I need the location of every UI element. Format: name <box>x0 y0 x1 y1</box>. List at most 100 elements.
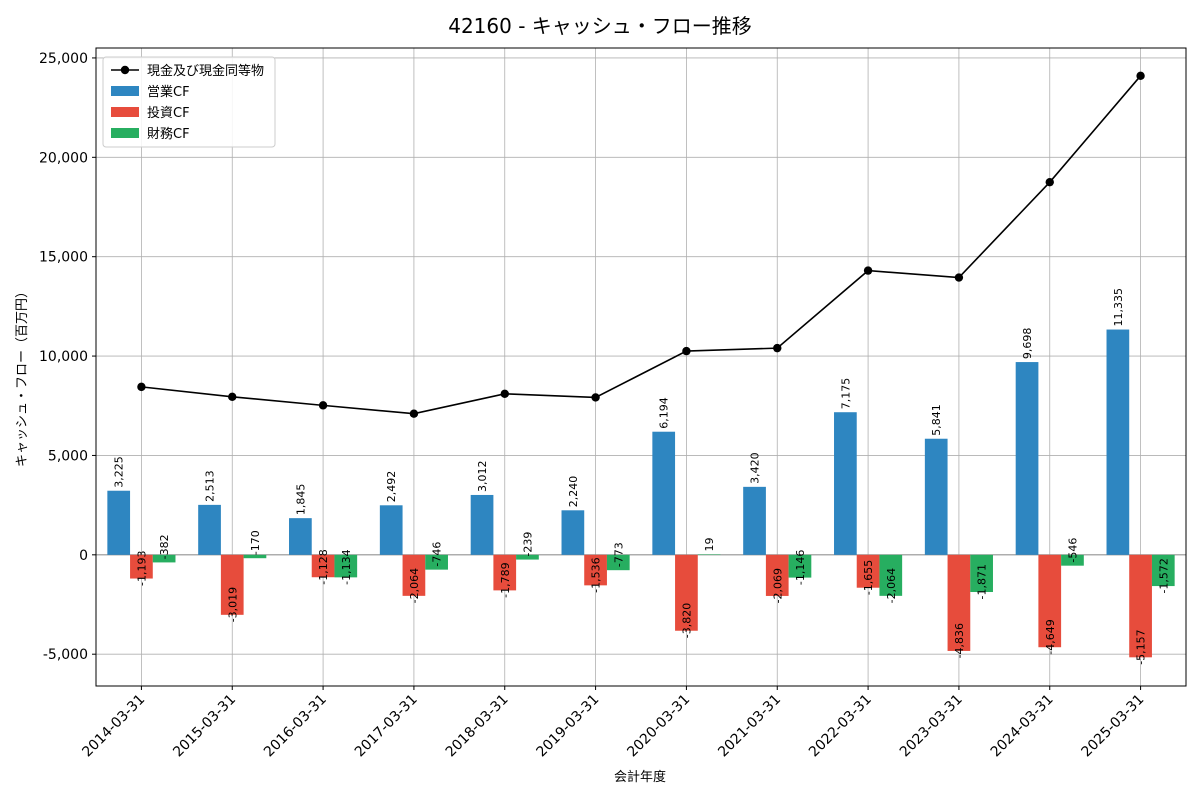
bar-投資CF-2017-03-31 <box>402 554 426 596</box>
bar-投資CF-2016-03-31 <box>311 554 335 578</box>
legend-bar-swatch <box>111 107 139 117</box>
legend-label: 財務CF <box>147 127 190 142</box>
line-point-2018-03-31 <box>500 389 509 399</box>
line-point-2017-03-31 <box>409 409 419 418</box>
legend-label: 投資CF <box>147 105 190 121</box>
line-point-2025-03-31 <box>1136 71 1145 81</box>
chart-title: 42160 - キャッシュ・フロー推移 <box>448 14 752 38</box>
y-tick-label: 0 <box>79 548 88 564</box>
bar-value-label: -4,649 <box>1044 619 1057 654</box>
bar-value-label: -1,655 <box>862 560 875 595</box>
legend-box <box>102 56 276 148</box>
bar-value-label: -1,146 <box>794 550 807 585</box>
legend-label: 営業CF <box>147 84 190 100</box>
bars-layer <box>107 329 1175 658</box>
bar-value-label: 6,194 <box>658 397 671 429</box>
bar-value-label: 5,841 <box>930 404 943 436</box>
bar-投資CF-2024-03-31 <box>1038 554 1062 648</box>
bar-value-label: -3,019 <box>226 587 239 622</box>
bar-value-label: -546 <box>1066 538 1079 563</box>
bar-value-label: -1,572 <box>1157 558 1170 593</box>
bar-営業CF-2014-03-31 <box>107 490 131 555</box>
bar-投資CF-2020-03-31 <box>675 554 698 631</box>
y-tick-label: 20,000 <box>39 150 88 166</box>
bar-value-label: -773 <box>612 542 625 567</box>
line-point-2020-03-31 <box>682 346 691 356</box>
x-axis-title: 会計年度 <box>614 769 666 785</box>
legend-bar-swatch <box>111 128 139 138</box>
bar-value-label: 2,240 <box>567 476 580 508</box>
bar-value-label: 9,698 <box>1021 328 1034 360</box>
bar-営業CF-2018-03-31 <box>470 494 494 555</box>
y-axis-title: キャッシュ・フロー（百万円） <box>15 285 30 467</box>
bar-value-label: 19 <box>703 537 716 551</box>
bar-value-label: -382 <box>158 534 171 559</box>
bar-財務CF-2017-03-31 <box>425 554 448 570</box>
y-tick-label: 5,000 <box>48 448 88 464</box>
bar-投資CF-2019-03-31 <box>584 554 607 586</box>
bar-value-label: -2,064 <box>408 568 421 603</box>
legend-label: 現金及び現金同等物 <box>147 63 264 79</box>
bar-value-label: -1,128 <box>317 549 330 584</box>
bar-営業CF-2023-03-31 <box>924 438 948 555</box>
bar-value-label: -1,871 <box>976 564 989 599</box>
y-tick-label: 15,000 <box>39 250 88 266</box>
bar-value-label: 3,012 <box>476 460 489 492</box>
y-tick-label: 25,000 <box>39 51 88 67</box>
bar-営業CF-2020-03-31 <box>652 431 676 555</box>
bar-value-label: -1,134 <box>340 549 353 584</box>
bar-value-label: -5,157 <box>1135 629 1148 664</box>
bar-財務CF-2024-03-31 <box>1061 554 1084 566</box>
bar-value-label: -2,064 <box>885 568 898 603</box>
bar-value-label: -170 <box>249 530 262 555</box>
line-現金及び現金同等物 <box>141 75 1142 415</box>
bar-value-label: -1,536 <box>590 557 603 592</box>
bar-財務CF-2023-03-31 <box>970 554 993 593</box>
bar-営業CF-2024-03-31 <box>1015 362 1039 555</box>
line-point-2022-03-31 <box>863 266 873 275</box>
y-tick-label: 10,000 <box>39 349 88 365</box>
line-point-2019-03-31 <box>591 393 600 402</box>
bar-value-label: -1,193 <box>135 551 148 586</box>
bar-投資CF-2014-03-31 <box>130 554 153 579</box>
bar-営業CF-2016-03-31 <box>289 518 312 555</box>
y-tick-label: -5,000 <box>43 647 88 663</box>
bar-value-label: 2,492 <box>385 471 398 503</box>
bar-財務CF-2025-03-31 <box>1151 554 1175 587</box>
bar-投資CF-2021-03-31 <box>765 554 789 596</box>
bar-value-label: -746 <box>431 542 444 567</box>
line-point-2021-03-31 <box>773 343 782 353</box>
line-layer <box>137 71 1145 418</box>
bar-財務CF-2021-03-31 <box>788 554 812 578</box>
bar-投資CF-2018-03-31 <box>493 554 517 591</box>
bar-財務CF-2014-03-31 <box>152 554 176 563</box>
bar-value-label: 3,420 <box>749 452 762 484</box>
bar-value-label: 11,335 <box>1112 288 1125 327</box>
bar-財務CF-2015-03-31 <box>243 554 267 559</box>
bar-value-label: 1,845 <box>294 484 307 516</box>
bar-営業CF-2019-03-31 <box>561 510 585 555</box>
line-point-2024-03-31 <box>1045 177 1054 187</box>
bar-財務CF-2019-03-31 <box>606 554 630 571</box>
bar-value-label: 7,175 <box>839 378 852 410</box>
line-point-2014-03-31 <box>137 382 146 392</box>
line-point-2016-03-31 <box>318 401 328 410</box>
bar-value-label: 2,513 <box>204 470 217 502</box>
plot-frame <box>95 47 1187 687</box>
bar-value-label: -1,789 <box>499 562 512 597</box>
bar-財務CF-2022-03-31 <box>879 554 903 596</box>
bar-labels-layer: 3,225 2,513 1,845 2,492 3,012 2,240 6,194 3,420… <box>113 288 1171 665</box>
bar-value-label: 3,225 <box>113 456 126 488</box>
bar-投資CF-2025-03-31 <box>1129 554 1152 658</box>
bar-value-label: -3,820 <box>680 603 693 638</box>
line-point-2015-03-31 <box>228 392 237 402</box>
bar-value-label: -239 <box>521 532 534 557</box>
bar-財務CF-2018-03-31 <box>516 554 539 560</box>
bar-営業CF-2017-03-31 <box>379 505 403 555</box>
bar-営業CF-2025-03-31 <box>1106 329 1130 555</box>
bar-投資CF-2015-03-31 <box>220 554 244 615</box>
bar-投資CF-2022-03-31 <box>856 554 880 588</box>
legend-bar-swatch <box>111 86 139 96</box>
bar-財務CF-2020-03-31 <box>697 554 721 555</box>
